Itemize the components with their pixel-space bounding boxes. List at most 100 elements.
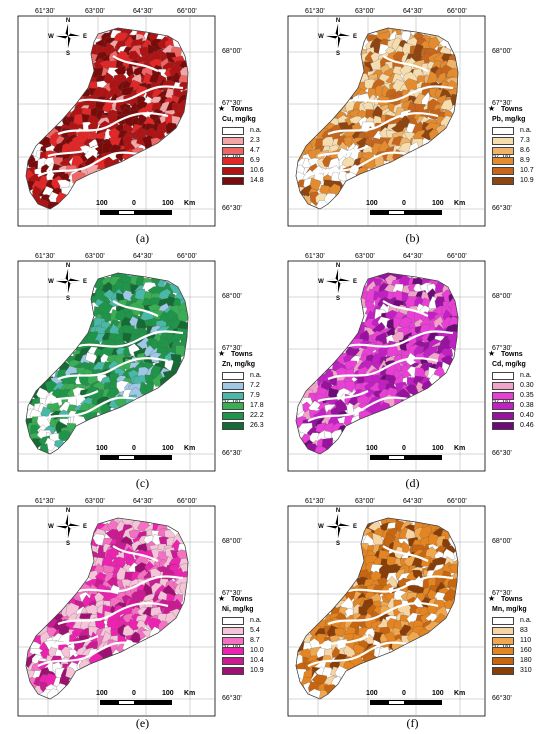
legend-swatch (222, 147, 244, 155)
latitude-label: 67°00' (222, 643, 242, 650)
legend-row: 7.2 (222, 381, 260, 391)
scale-segment (118, 700, 135, 705)
region-outline (295, 517, 459, 700)
town-star-icon: ★ (218, 594, 226, 603)
scale-bar: 100 0 100 Km (366, 690, 496, 710)
longitude-label: 66°00' (447, 8, 467, 15)
latitude-label: 67°00' (492, 398, 512, 405)
legend-row: 14.8 (222, 176, 264, 186)
scale-segment (118, 455, 135, 460)
scale-label-left: 100 (96, 445, 108, 452)
scale-label-unit: Km (184, 200, 196, 207)
legend-row: 10.9 (492, 176, 534, 186)
legend: ★ Towns Cd, mg/kg n.a. 0.30 0.35 0.38 0.40 0.46 (488, 350, 534, 431)
legend-row: 110 (492, 636, 531, 646)
legend-row: 160 (492, 646, 532, 656)
latitude-label: 68°00' (492, 48, 512, 55)
scale-segment (388, 455, 405, 460)
longitude-label: 63°00' (85, 8, 105, 15)
legend-swatch (492, 402, 514, 410)
scale-label-right: 100 (162, 200, 174, 207)
scale-segment (100, 455, 118, 460)
legend-towns-label: Towns (231, 351, 253, 358)
map-svg: N S E W (17, 505, 216, 717)
legend-swatch (492, 637, 514, 645)
town-star-icon: ★ (488, 594, 496, 603)
compass-w: W (318, 34, 324, 40)
scale-segment (388, 210, 405, 215)
scale-label-unit: Km (454, 445, 466, 452)
compass-e: E (353, 524, 357, 530)
legend-row: 7.9 (222, 391, 260, 401)
legend-towns: ★ Towns (218, 105, 256, 116)
legend-swatch (222, 392, 244, 400)
longitude-label: 63°00' (355, 8, 375, 15)
region-outline (25, 27, 189, 210)
legend-value: 2.3 (250, 137, 260, 144)
scale-label-left: 100 (366, 445, 378, 452)
longitude-label: 61°30' (305, 253, 325, 260)
latitude-label: 68°00' (222, 48, 242, 55)
legend-towns-label: Towns (501, 596, 523, 603)
compass-w: W (318, 524, 324, 530)
scale-label-unit: Km (184, 690, 196, 697)
compass-rose-icon: N S E W (48, 18, 87, 57)
caption-c: (c) (135, 476, 150, 490)
legend-row: n.a. (492, 616, 532, 626)
legend-swatch (492, 137, 514, 145)
latitude-label: 67°30' (492, 100, 512, 107)
scale-label-mid: 0 (402, 690, 406, 697)
legend-value: 22.2 (250, 412, 264, 419)
longitude-label: 64°30' (403, 8, 423, 15)
legend-row: 83 (492, 626, 528, 636)
scale-label-unit: Km (454, 690, 466, 697)
longitude-label: 63°00' (355, 253, 375, 260)
compass-n: N (66, 508, 70, 514)
region-outline (295, 27, 459, 210)
legend-swatch (492, 382, 514, 390)
legend-value: 10.9 (250, 667, 264, 674)
legend-swatch (492, 422, 514, 430)
legend-swatch (222, 657, 244, 665)
longitude-label: 64°30' (403, 498, 423, 505)
latitude-label: 67°30' (492, 345, 512, 352)
legend-swatch (222, 157, 244, 165)
latitude-label: 67°30' (222, 345, 242, 352)
legend-value: n.a. (250, 617, 262, 624)
legend-value: 17.8 (250, 402, 264, 409)
scale-segment (405, 455, 442, 460)
legend-row: 180 (492, 656, 532, 666)
latitude-label: 66°30' (222, 205, 242, 212)
legend-value: 0.40 (520, 412, 534, 419)
map-panel-ni: N S E W 61°30' 63°00' 64°30' 66°00' 68°00' 67°30'… (10, 490, 275, 725)
scale-bar: 100 0 100 Km (96, 445, 226, 465)
legend-swatch (492, 167, 514, 175)
legend: ★ Towns Ni, mg/kg n.a. 5.4 8.7 10.0 10.4 10.9 (218, 595, 264, 676)
caption-e: (e) (135, 716, 150, 730)
legend-row: 10.7 (492, 166, 534, 176)
scale-segment (405, 210, 442, 215)
legend-row: 26.3 (222, 421, 264, 431)
legend-row: 22.2 (222, 411, 264, 421)
legend: ★ Towns Zn, mg/kg n.a. 7.2 7.9 17.8 22.2 26.3 (218, 350, 264, 431)
longitude-label: 63°00' (355, 498, 375, 505)
legend-title: Cu, mg/kg (222, 116, 256, 123)
legend-swatch (222, 127, 244, 135)
legend-swatch (492, 127, 514, 135)
town-star-icon: ★ (488, 104, 496, 113)
latitude-label: 67°00' (492, 153, 512, 160)
legend-row: 17.8 (222, 401, 264, 411)
legend-towns: ★ Towns (218, 595, 254, 606)
scale-bar: 100 0 100 Km (96, 690, 226, 710)
map-svg: N S E W (287, 505, 486, 717)
longitude-label: 61°30' (35, 498, 55, 505)
region-outline (25, 517, 189, 700)
scale-segment (135, 455, 172, 460)
latitude-label: 66°30' (492, 695, 512, 702)
latitude-label: 67°30' (222, 100, 242, 107)
legend-row: n.a. (222, 126, 262, 136)
legend-value: 26.3 (250, 422, 264, 429)
legend-row: 0.40 (492, 411, 534, 421)
legend-value: n.a. (520, 617, 532, 624)
region-outline (25, 272, 189, 455)
